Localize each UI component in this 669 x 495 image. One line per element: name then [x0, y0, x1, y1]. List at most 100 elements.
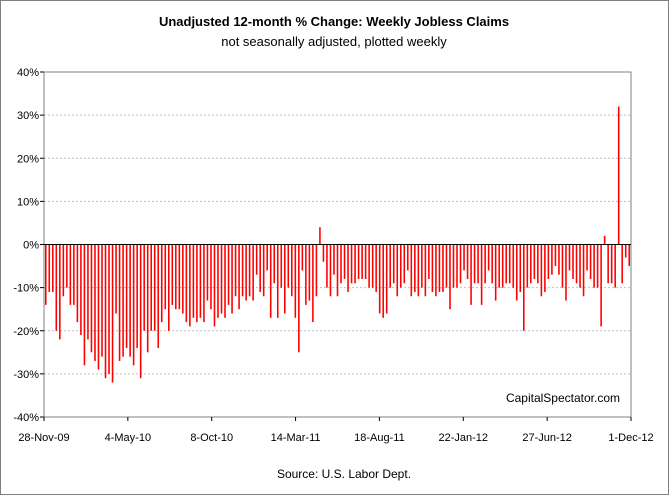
bar [480, 244, 483, 305]
bar [227, 244, 230, 305]
bar [55, 244, 58, 331]
bar [382, 244, 384, 318]
bars [44, 106, 631, 383]
bar [407, 244, 409, 271]
x-tick-label: 22-Jan-12 [439, 432, 489, 444]
bar [315, 244, 318, 297]
bar [607, 244, 609, 284]
bar [269, 244, 272, 318]
bar [565, 244, 567, 301]
bar [206, 244, 209, 301]
bar [459, 244, 462, 284]
axes [40, 71, 632, 421]
bar [561, 244, 564, 288]
bar [276, 244, 279, 318]
bar [575, 244, 578, 284]
bar [540, 244, 543, 297]
bar [586, 244, 588, 271]
bar [431, 244, 434, 292]
bar [115, 244, 117, 314]
bar [125, 244, 128, 348]
bar [558, 244, 560, 275]
bar [203, 244, 205, 323]
bar [241, 244, 244, 297]
bar [438, 244, 441, 292]
bar [487, 244, 490, 271]
source-note: Source: U.S. Labor Dept. [277, 467, 411, 481]
bar [435, 244, 437, 297]
bar [59, 244, 61, 340]
bar [347, 244, 349, 292]
bar [526, 244, 529, 288]
bar [445, 244, 448, 288]
bar [262, 244, 265, 297]
bar [617, 106, 620, 245]
bar [589, 244, 592, 279]
bar [547, 244, 550, 279]
bar [375, 244, 377, 292]
bar [213, 244, 216, 327]
bar [530, 244, 532, 284]
bar [364, 244, 367, 279]
y-axis-labels: 40% 30% 20% 10% 0% -10% -20% -30% -40% [13, 67, 39, 424]
y-tick-label: 20% [17, 153, 39, 165]
bar [399, 244, 402, 288]
y-tick-label: 30% [17, 110, 39, 122]
bar [456, 244, 458, 288]
bar [389, 244, 392, 288]
bar [291, 244, 293, 297]
bar [52, 244, 54, 292]
bar [523, 244, 525, 331]
bar [593, 244, 595, 288]
bar [385, 244, 388, 314]
bar [378, 244, 381, 314]
y-tick-label: 10% [17, 196, 39, 208]
bar [519, 244, 522, 292]
bar [477, 244, 479, 284]
bar [533, 244, 536, 279]
bar [298, 244, 300, 353]
bar [97, 244, 100, 370]
bar [410, 244, 413, 297]
bar [220, 244, 223, 314]
bar [554, 244, 557, 267]
bar [196, 244, 198, 323]
y-tick-label: 0% [23, 240, 39, 252]
x-tick-label: 1-Dec-12 [608, 432, 653, 444]
bar [80, 244, 82, 336]
bar [333, 244, 335, 275]
bar [185, 244, 188, 323]
bar [417, 244, 420, 297]
bar [442, 244, 444, 292]
bar [143, 244, 145, 331]
bar [129, 244, 131, 357]
bar [424, 244, 427, 297]
bar [603, 235, 606, 245]
bar [403, 244, 406, 284]
x-tick-label: 27-Jun-12 [522, 432, 572, 444]
bar [175, 244, 177, 310]
bar [508, 244, 511, 284]
bar [182, 244, 184, 314]
bar [189, 244, 191, 327]
chart-subtitle: not seasonally adjusted, plotted weekly [221, 34, 447, 49]
bar [248, 244, 251, 297]
bar [371, 244, 374, 288]
bar [414, 244, 416, 292]
bar [368, 244, 370, 288]
bar [266, 244, 268, 271]
bar [484, 244, 486, 284]
bar [171, 244, 174, 305]
bar [494, 244, 497, 301]
bar [231, 244, 233, 314]
bar [473, 244, 476, 284]
y-tick-label: -30% [13, 369, 39, 381]
y-tick-label: -20% [13, 326, 39, 338]
bar [596, 244, 599, 288]
bar [614, 244, 616, 288]
bar [544, 244, 546, 292]
x-tick-label: 18-Aug-11 [354, 432, 405, 444]
bar [329, 244, 332, 297]
bar [62, 244, 65, 297]
